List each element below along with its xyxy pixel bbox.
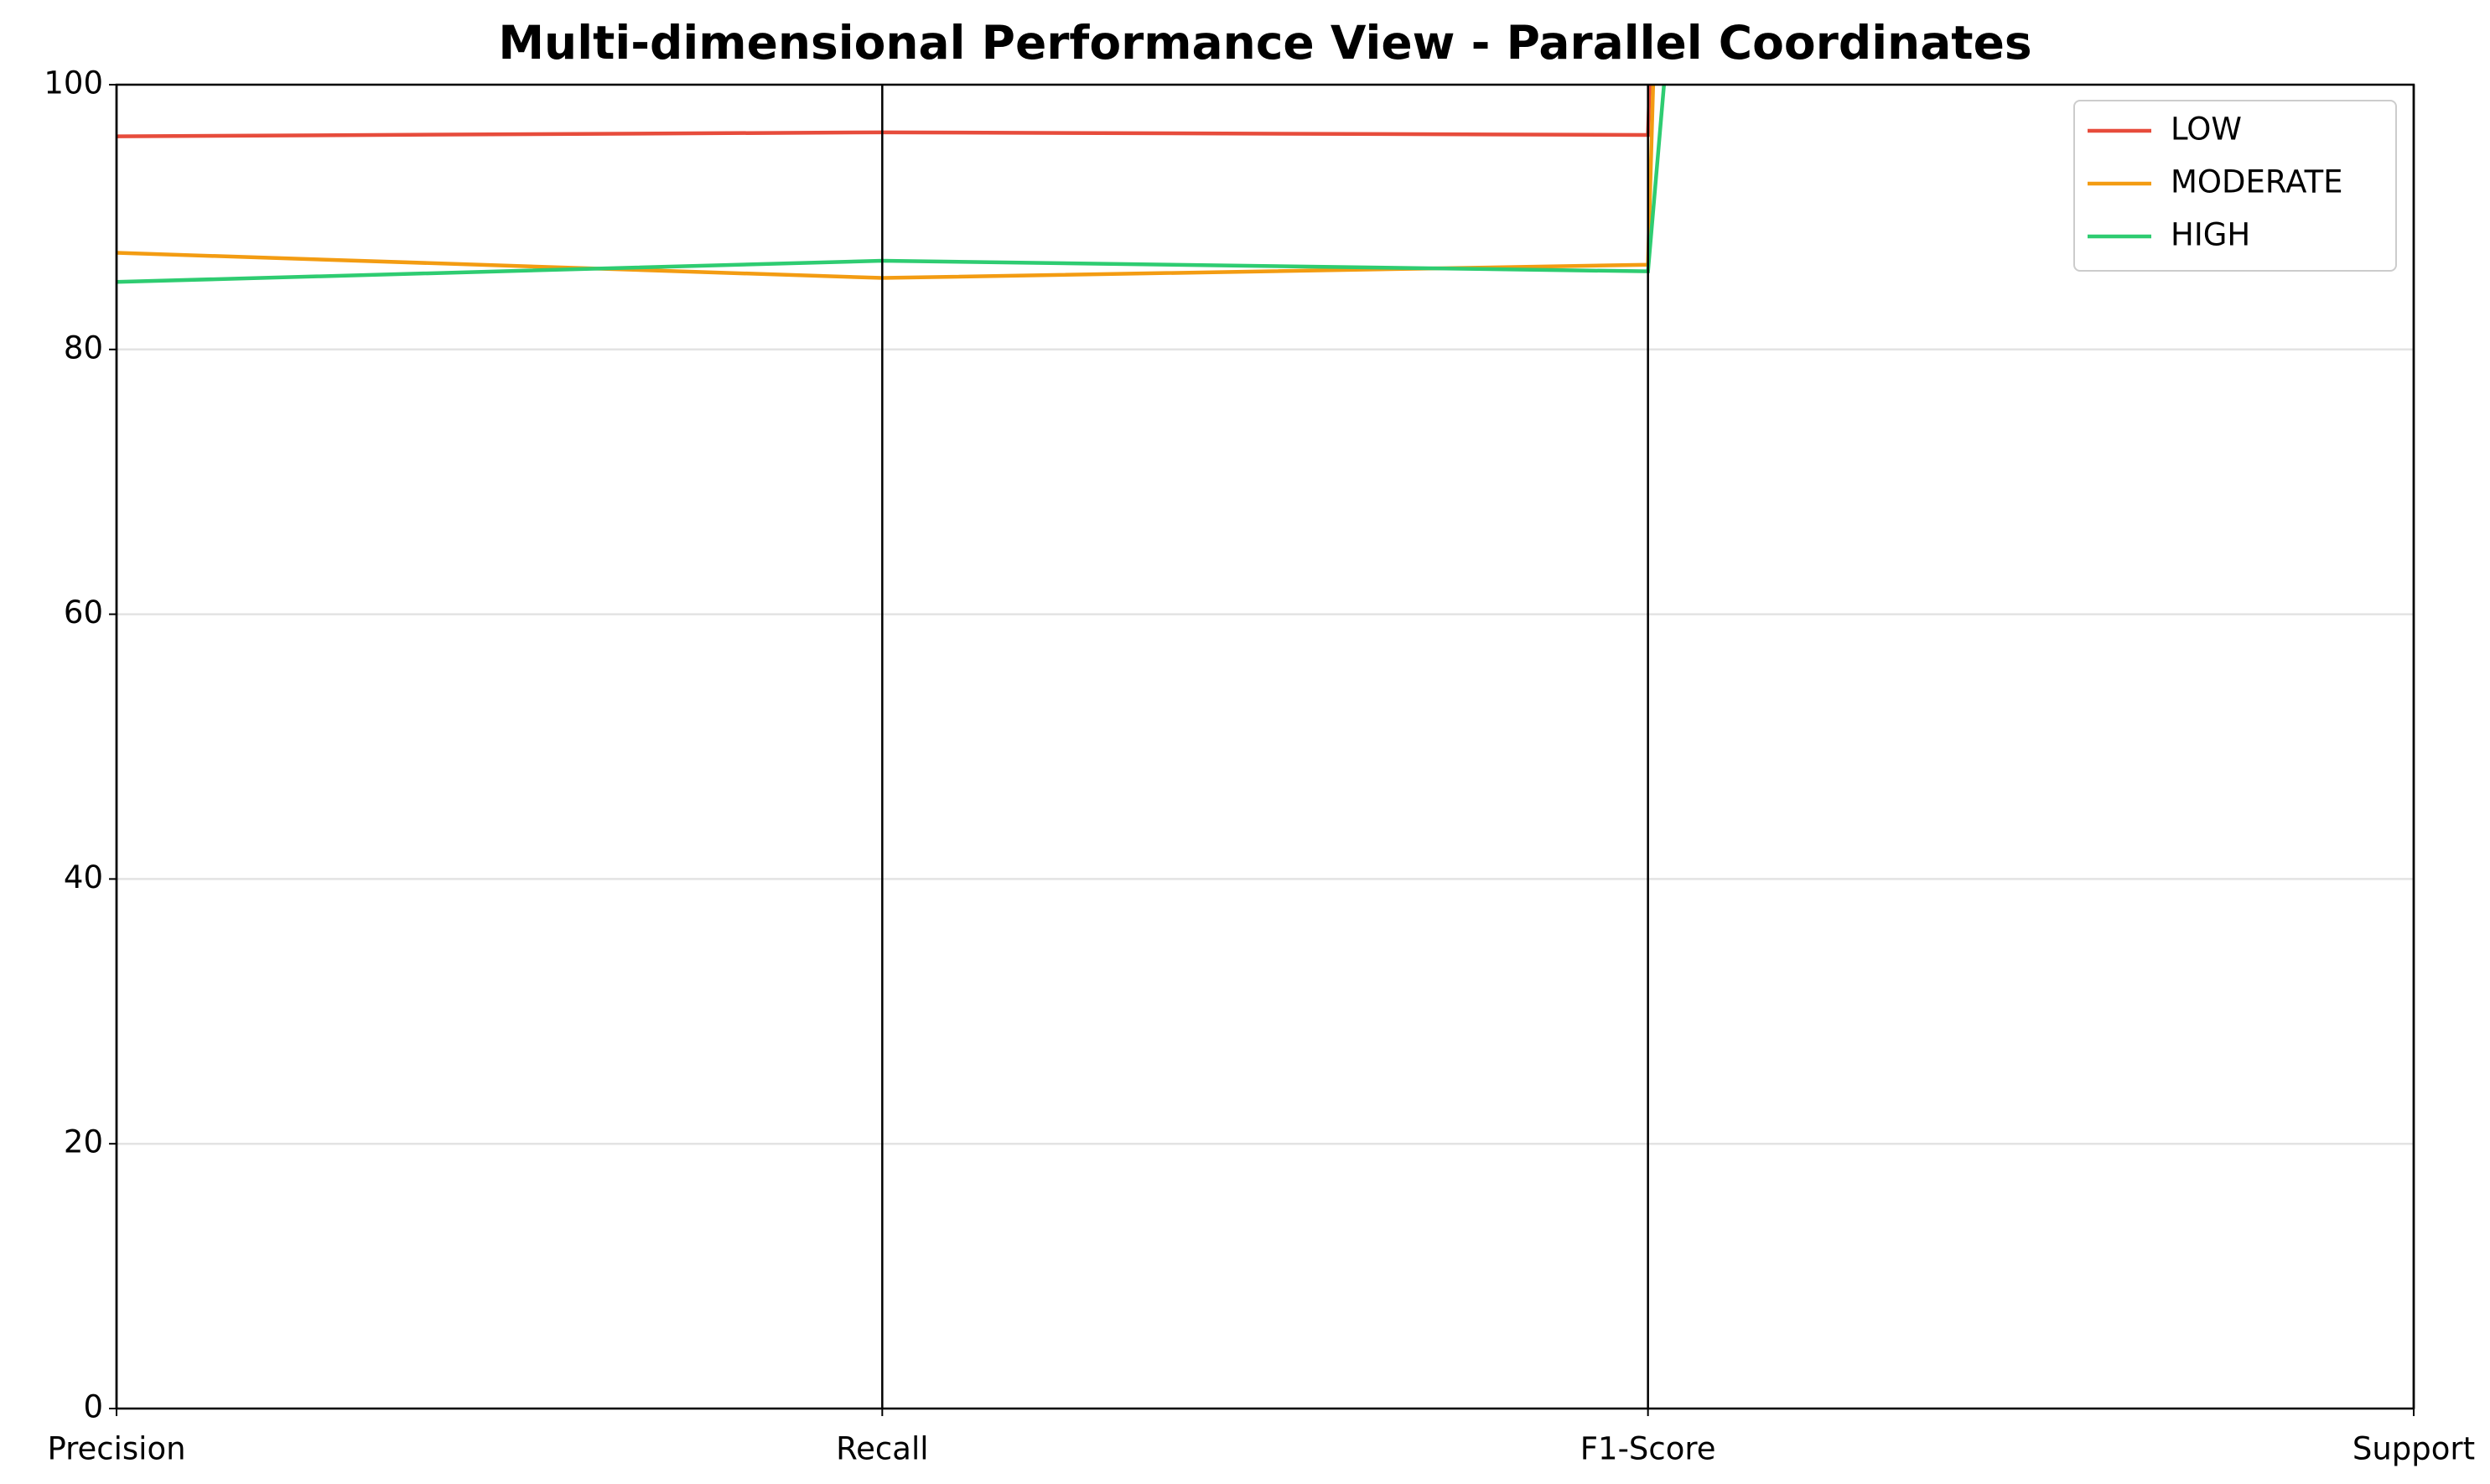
legend-box (2073, 100, 2397, 272)
legend-label: HIGH (2171, 217, 2250, 253)
plot-frame (115, 83, 2415, 1410)
y-tick-label: 20 (64, 1124, 103, 1160)
y-tick-label: 80 (64, 329, 103, 366)
y-tick-label: 100 (44, 65, 103, 101)
y-tick-label: 60 (64, 594, 103, 630)
x-tick-label: Support (2353, 1431, 2475, 1467)
y-tick-label: 0 (83, 1389, 103, 1425)
y-tick-label: 40 (64, 859, 103, 895)
legend-label: MODERATE (2171, 164, 2343, 200)
legend-label: LOW (2171, 112, 2242, 148)
series-line (117, 85, 1656, 280)
grid (117, 83, 2414, 1410)
legend: LOW MODERATE HIGH (2073, 100, 2397, 272)
x-tick-label: F1-Score (1580, 1431, 1716, 1467)
x-tick-label: Recall (836, 1431, 928, 1467)
plot-lines (117, 85, 1667, 284)
chart-title: Multi-dimensional Performance View - Par… (498, 16, 2031, 70)
axes: 0 20 40 60 80 100 Precision Recall F1-Score Suppo… (44, 65, 2475, 1467)
x-tick-label: Precision (47, 1431, 185, 1467)
series-line (117, 85, 1667, 284)
series-line (117, 85, 1652, 138)
